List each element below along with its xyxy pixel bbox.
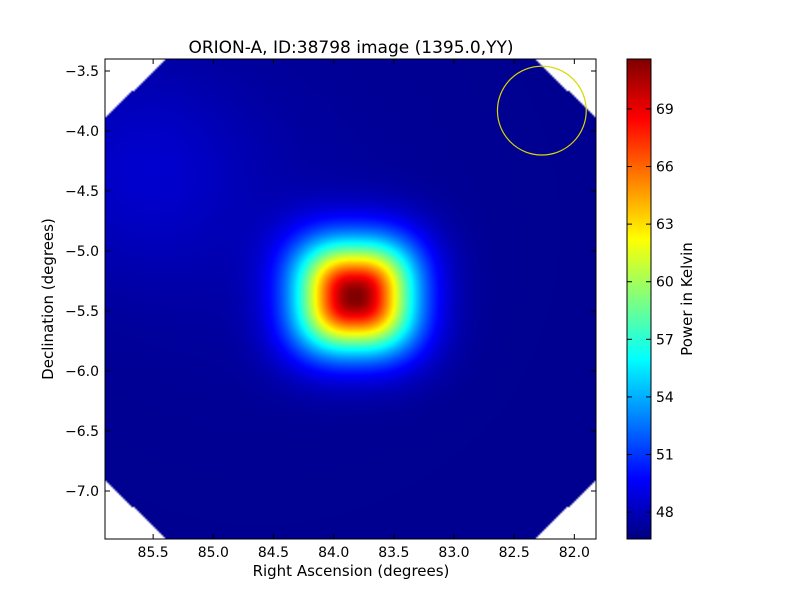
colorbar-axis: 48 51 54 57 60 63 66 69 <box>627 102 674 521</box>
y-tick-label: −3.5 <box>65 64 99 80</box>
x-tick-label: 84.5 <box>258 545 289 561</box>
x-axis: 85.5 85.0 84.5 84.0 83.5 83.0 82.5 82.0 <box>138 59 590 561</box>
x-tick-label: 83.0 <box>438 545 469 561</box>
y-tick-label: −7.0 <box>65 484 99 500</box>
y-tick-label: −4.0 <box>65 124 99 140</box>
y-axis-label: Declination (degrees) <box>39 218 57 380</box>
y-tick-label: −4.5 <box>65 184 99 200</box>
y-tick-label: −6.0 <box>65 364 99 380</box>
chart-title: ORION-A, ID:38798 image (1395.0,YY) <box>188 38 513 58</box>
colorbar-tick-label: 63 <box>656 217 674 233</box>
x-tick-label: 84.0 <box>318 545 349 561</box>
colorbar-label: Power in Kelvin <box>678 242 696 356</box>
y-tick-label: −6.5 <box>65 424 99 440</box>
colorbar-tick-label: 51 <box>656 448 674 464</box>
y-axis: −3.5 −4.0 −4.5 −5.0 −5.5 −6.0 −6.5 −7.0 <box>65 64 596 500</box>
y-tick-label: −5.0 <box>65 244 99 260</box>
colorbar-tick-label: 66 <box>656 160 674 176</box>
colorbar-tick-label: 60 <box>656 275 674 291</box>
heatmap-image <box>105 59 596 539</box>
x-axis-label: Right Ascension (degrees) <box>253 562 450 580</box>
x-tick-label: 85.5 <box>138 545 169 561</box>
x-tick-label: 82.0 <box>559 545 590 561</box>
y-tick-label: −5.5 <box>65 304 99 320</box>
plot-frame <box>104 58 597 540</box>
colorbar-tick-label: 57 <box>656 332 674 348</box>
x-tick-label: 82.5 <box>499 545 530 561</box>
colorbar-tick-label: 48 <box>656 505 674 521</box>
colorbar-tick-label: 69 <box>656 102 674 118</box>
colorbar-tick-label: 54 <box>656 390 674 406</box>
beam-circle <box>496 65 587 156</box>
colorbar <box>626 58 652 540</box>
x-tick-label: 85.0 <box>198 545 229 561</box>
x-tick-label: 83.5 <box>378 545 409 561</box>
